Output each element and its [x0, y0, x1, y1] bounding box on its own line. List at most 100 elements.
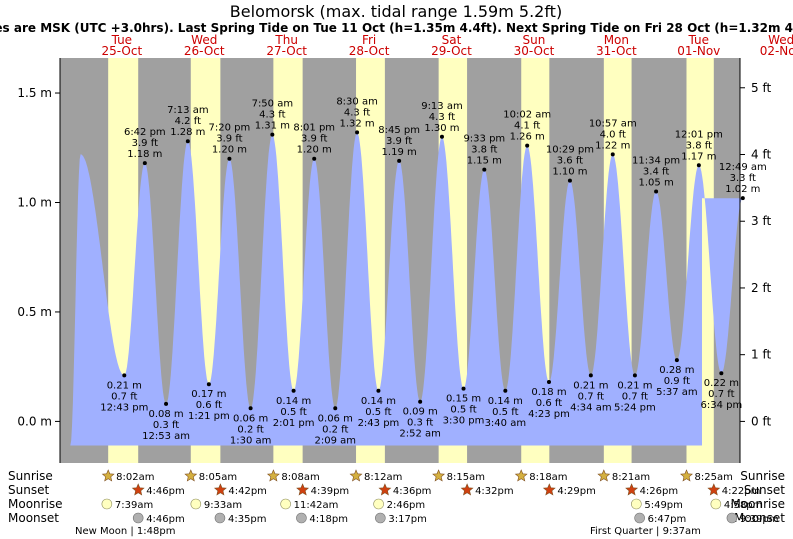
- tide-point: [482, 167, 487, 172]
- tide-m-label: 1.19 m: [382, 147, 417, 158]
- sunrise-icon: [349, 469, 363, 482]
- tide-m-label: 1.31 m: [255, 121, 290, 132]
- tide-time-label: 11:34 pm: [632, 156, 680, 167]
- tide-m-label: 0.21 m: [617, 380, 652, 391]
- right-tick-label: 5 ft: [751, 81, 771, 95]
- tide-time-label: 3:40 am: [485, 418, 527, 429]
- day-name-label: Fri: [362, 33, 376, 47]
- moon-phase-first-quarter: First Quarter | 9:37am: [590, 526, 701, 537]
- right-tick-label: 3 ft: [751, 214, 771, 228]
- sunset-time: 4:26pm: [640, 486, 679, 497]
- tide-ft-label: 0.5 ft: [280, 407, 306, 418]
- tide-time-label: 7:13 am: [167, 105, 209, 116]
- right-tick-label: 4 ft: [751, 147, 771, 161]
- tide-m-label: 0.21 m: [107, 380, 142, 391]
- tide-time-label: 4:34 am: [570, 402, 612, 413]
- day-date-label: 30-Oct: [514, 44, 555, 58]
- sunset-icon: [378, 483, 392, 496]
- moon-phase-new: New Moon | 1:48pm: [75, 526, 175, 537]
- day-name-label: Mon: [604, 33, 629, 47]
- moonrise-icon: [190, 498, 202, 510]
- tide-ft-label: 0.5 ft: [450, 405, 476, 416]
- moonrise-time: 7:39am: [115, 500, 153, 511]
- tide-time-label: 8:30 am: [336, 96, 378, 107]
- tide-m-label: 1.20 m: [212, 145, 247, 156]
- tide-time-label: 2:43 pm: [358, 418, 400, 429]
- tide-m-label: 1.15 m: [467, 156, 502, 167]
- moonset-icon: [296, 512, 307, 524]
- tide-m-label: 1.05 m: [639, 178, 674, 189]
- tide-m-label: 0.18 m: [531, 387, 566, 398]
- tide-point: [610, 152, 615, 157]
- day-name-label: Tue: [688, 33, 710, 47]
- tide-ft-label: 0.6 ft: [536, 398, 562, 409]
- tide-time-label: 10:57 am: [589, 118, 637, 129]
- tide-ft-label: 0.7 ft: [578, 391, 604, 402]
- moonrise-icon: [280, 498, 291, 510]
- tide-time-label: 7:50 am: [252, 99, 294, 110]
- tide-ft-label: 4.1 ft: [514, 121, 540, 132]
- day-date-label: 29-Oct: [431, 44, 472, 58]
- tide-point: [461, 386, 466, 391]
- tide-time-label: 6:34 pm: [700, 400, 742, 411]
- tide-point: [333, 406, 338, 411]
- tide-m-label: 0.21 m: [573, 380, 608, 391]
- right-tick-label: 0 ft: [751, 414, 771, 428]
- sunrise-time: 8:18am: [529, 472, 567, 483]
- sunset-icon: [460, 483, 474, 496]
- moonrise-time: 2:46pm: [387, 500, 426, 511]
- tide-m-label: 0.15 m: [446, 394, 481, 405]
- day-date-label: 28-Oct: [349, 44, 390, 58]
- tide-time-label: 5:37 am: [656, 387, 698, 398]
- tide-ft-label: 3.8 ft: [471, 145, 497, 156]
- sunset-time: 4:32pm: [475, 486, 514, 497]
- moonset-time: 4:46pm: [146, 514, 185, 525]
- tide-point: [588, 373, 593, 378]
- tide-curve: [70, 132, 743, 446]
- tide-point: [525, 143, 530, 148]
- day-date-label: 02-Nov: [760, 44, 793, 58]
- moonset-icon: [634, 512, 645, 524]
- left-tick-label: 1.0 m: [17, 195, 52, 209]
- tide-time-label: 2:52 am: [399, 429, 441, 440]
- sunset-time: 4:42pm: [228, 486, 267, 497]
- tide-point: [185, 139, 190, 144]
- tide-m-label: 1.30 m: [424, 123, 459, 134]
- tide-ft-label: 0.3 ft: [153, 420, 179, 431]
- day-name-label: Sat: [442, 33, 462, 47]
- tide-point: [397, 158, 402, 163]
- tide-time-label: 12:43 pm: [100, 402, 148, 413]
- sunrise-icon: [101, 469, 115, 482]
- sunset-time: 4:46pm: [146, 486, 185, 497]
- tide-point: [142, 161, 147, 166]
- day-date-label: 25-Oct: [101, 44, 142, 58]
- tide-m-label: 0.09 m: [403, 407, 438, 418]
- sunset-time: 4:29pm: [557, 486, 596, 497]
- sunrise-time: 8:02am: [116, 472, 154, 483]
- tide-ft-label: 3.3 ft: [730, 173, 756, 184]
- chart-subtitle: Times are MSK (UTC +3.0hrs). Last Spring…: [0, 21, 793, 35]
- tide-time-label: 10:02 am: [503, 110, 551, 121]
- tide-m-label: 0.14 m: [488, 396, 523, 407]
- moonset-row-label-right: Moonset: [734, 511, 785, 525]
- right-tick-label: 2 ft: [751, 281, 771, 295]
- tide-ft-label: 4.3 ft: [344, 107, 370, 118]
- tide-time-label: 4:23 pm: [528, 409, 570, 420]
- sunrise-icon: [680, 469, 693, 482]
- tide-time-label: 12:49 am: [719, 162, 767, 173]
- tide-point: [696, 163, 701, 168]
- tide-point: [567, 178, 572, 183]
- sunrise-icon: [597, 469, 611, 482]
- left-tick-label: 0.0 m: [17, 414, 52, 428]
- tide-point: [291, 388, 296, 393]
- moonrise-time: 11:42am: [294, 500, 339, 511]
- tide-ft-label: 4.3 ft: [259, 110, 285, 121]
- tide-ft-label: 0.2 ft: [322, 424, 348, 435]
- tide-ft-label: 0.7 ft: [111, 391, 137, 402]
- tide-point: [164, 401, 169, 406]
- sunrise-time: 8:12am: [364, 472, 402, 483]
- moonset-icon: [214, 512, 226, 524]
- sunrise-icon: [432, 469, 446, 482]
- sunset-icon: [213, 483, 227, 496]
